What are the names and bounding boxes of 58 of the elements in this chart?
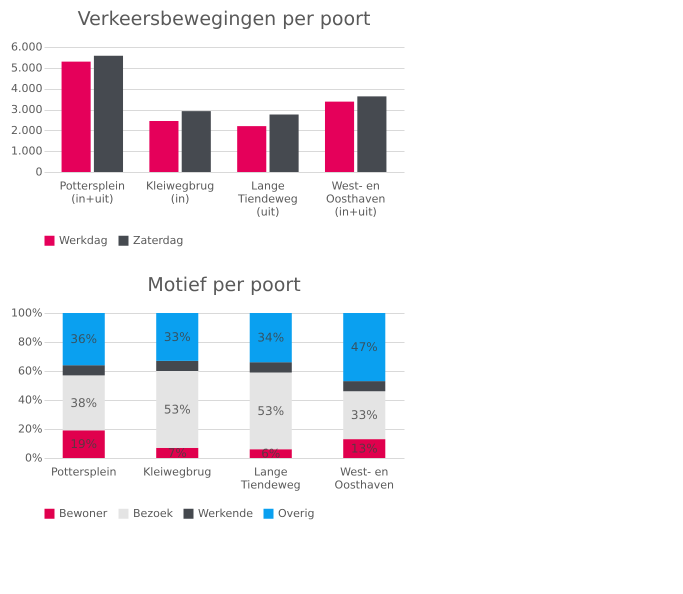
y-tick-label: 40%: [18, 394, 42, 406]
y-tick-label: 100%: [11, 306, 42, 320]
bar: [357, 96, 386, 172]
data-label: 38%: [70, 396, 98, 410]
bar: [156, 313, 198, 361]
x-tick-label: Pottersplein: [51, 466, 116, 478]
x-tick-label: Lange Tiendeweg: [240, 466, 301, 492]
legend-label: Werkende: [198, 506, 254, 520]
bar: [237, 126, 266, 172]
data-label: 13%: [350, 442, 378, 456]
chart-title: Motief per poort: [147, 274, 301, 296]
bar: [343, 313, 386, 382]
data-label: 19%: [70, 437, 98, 452]
y-tick-label: 6.000: [11, 40, 42, 54]
x-tick-label: West- en Oosthaven: [334, 466, 394, 492]
bar: [250, 362, 292, 372]
x-tick-label: Lange Tiendeweg (uit): [237, 180, 298, 218]
data-label: 6%: [261, 446, 280, 461]
data-label: 36%: [70, 332, 98, 346]
bar: [149, 120, 178, 172]
chart-title: Verkeersbewegingen per poort: [78, 8, 370, 30]
legend-label: Zaterdag: [133, 234, 184, 247]
x-tick-label: West- en Oosthaven (in+uit): [326, 180, 386, 218]
legend-label: Bewoner: [59, 506, 108, 520]
bar: [156, 360, 198, 371]
bar: [62, 430, 105, 458]
data-label: 53%: [257, 404, 284, 418]
bar: [62, 62, 91, 172]
bar: [270, 114, 299, 172]
x-tick-label: Pottersplein (in+uit): [60, 180, 126, 206]
x-tick-label: Kleiwegbrug (in): [146, 180, 214, 206]
bar: [94, 56, 124, 172]
data-label: 7%: [168, 446, 187, 460]
y-tick-label: 60%: [18, 364, 42, 378]
bar: [343, 381, 386, 392]
bar: [62, 313, 105, 366]
data-label: 33%: [350, 408, 378, 422]
data-label: 47%: [350, 340, 378, 354]
data-label: 53%: [164, 402, 191, 416]
y-tick-label: 4.000: [11, 82, 42, 96]
legend-label: Werkdag: [59, 234, 108, 247]
data-label: 33%: [164, 330, 191, 344]
y-tick-label: 2.000: [11, 124, 42, 137]
bar: [62, 365, 105, 376]
bar: [182, 111, 211, 172]
y-tick-label: 5.000: [11, 61, 42, 74]
y-tick-label: 0: [36, 166, 42, 178]
legend-label: Overig: [278, 506, 314, 520]
y-tick-label: 80%: [18, 336, 42, 348]
bar: [324, 102, 354, 172]
x-tick-label: Kleiwegbrug: [143, 466, 212, 478]
y-tick-label: 0%: [25, 452, 42, 464]
legend-label: Bezoek: [133, 506, 174, 520]
data-label: 34%: [257, 330, 284, 345]
bar: [250, 313, 292, 362]
y-tick-label: 1.000: [11, 144, 42, 158]
y-tick-label: 3.000: [11, 103, 42, 116]
y-tick-label: 20%: [18, 422, 42, 436]
